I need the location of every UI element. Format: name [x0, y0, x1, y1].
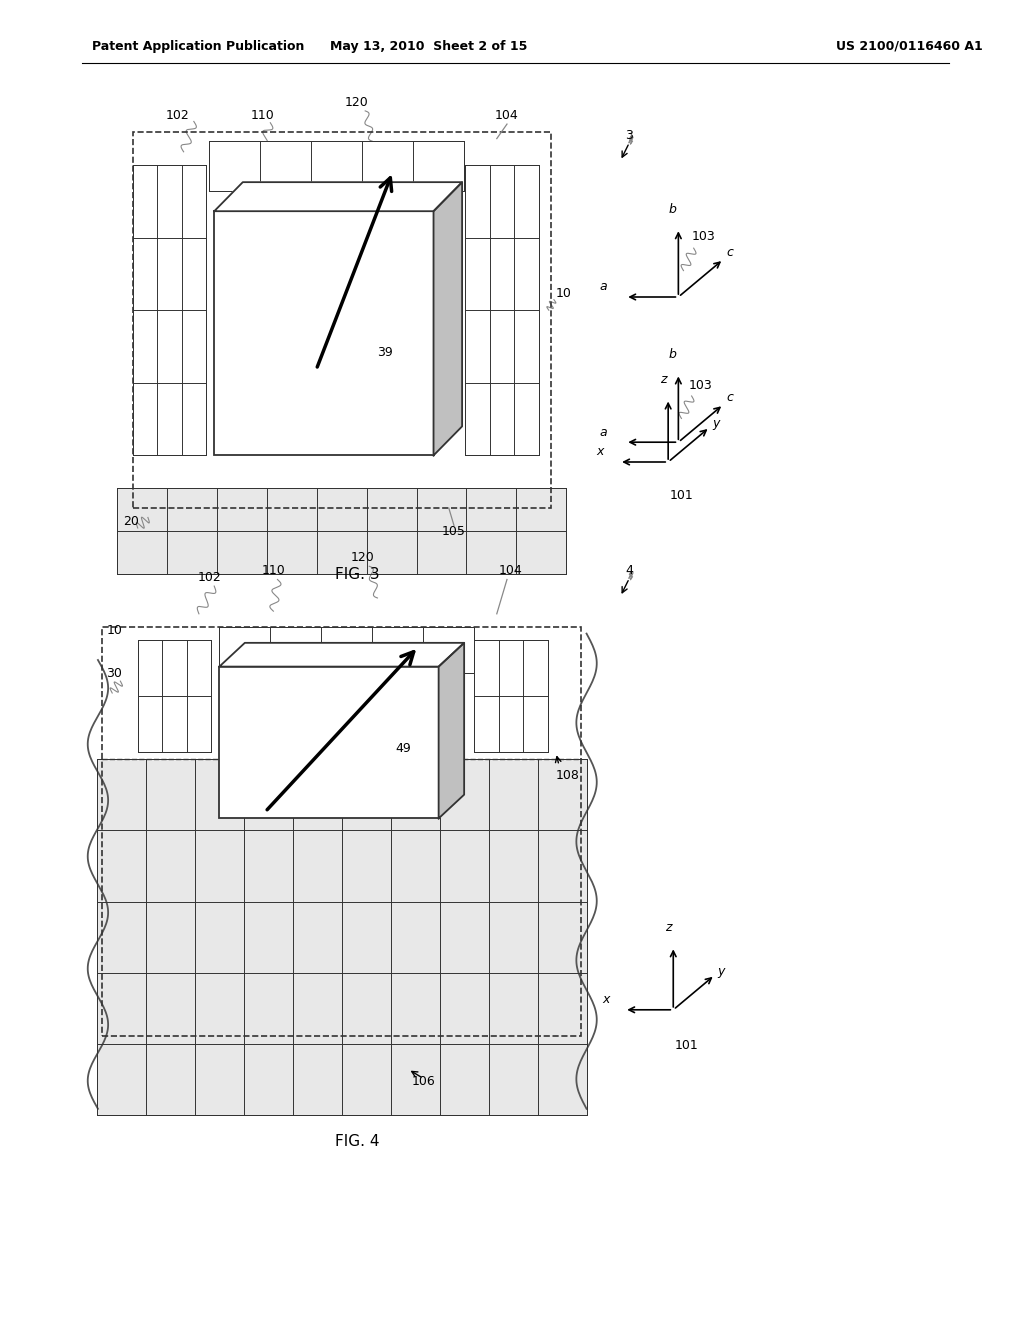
Text: 30: 30 — [106, 667, 122, 680]
Polygon shape — [219, 643, 464, 667]
Bar — [465, 165, 539, 455]
Text: 105: 105 — [442, 524, 466, 537]
Text: 10: 10 — [556, 286, 571, 300]
Text: 3: 3 — [626, 128, 633, 141]
Text: a: a — [600, 425, 607, 438]
Text: 101: 101 — [675, 1039, 698, 1052]
Polygon shape — [214, 182, 462, 211]
Text: FIG. 4: FIG. 4 — [335, 1134, 379, 1150]
Bar — [214, 211, 433, 455]
Text: c: c — [726, 246, 733, 259]
Text: y: y — [713, 417, 720, 430]
Polygon shape — [433, 182, 462, 455]
Text: 110: 110 — [250, 108, 274, 121]
Text: z: z — [660, 372, 667, 385]
Bar — [133, 165, 206, 455]
Text: 4: 4 — [626, 564, 633, 577]
Text: y: y — [718, 965, 725, 978]
Bar — [118, 488, 566, 574]
Bar — [219, 667, 438, 818]
Bar — [102, 627, 582, 1036]
Bar — [137, 640, 211, 752]
Polygon shape — [438, 643, 464, 818]
Text: FIG. 3: FIG. 3 — [335, 566, 379, 582]
Text: Patent Application Publication: Patent Application Publication — [92, 40, 304, 53]
Text: 120: 120 — [350, 550, 374, 564]
Text: 20: 20 — [123, 515, 138, 528]
Bar — [133, 132, 551, 508]
Text: c: c — [726, 391, 733, 404]
Bar — [97, 759, 587, 1115]
Text: 102: 102 — [166, 108, 189, 121]
Text: 101: 101 — [670, 488, 693, 502]
Text: 104: 104 — [496, 108, 519, 121]
Text: 39: 39 — [378, 346, 393, 359]
Text: 104: 104 — [498, 564, 522, 577]
Text: 103: 103 — [689, 379, 713, 392]
Text: 103: 103 — [692, 230, 716, 243]
Text: 49: 49 — [396, 742, 412, 755]
Text: US 2100/0116460 A1: US 2100/0116460 A1 — [837, 40, 983, 53]
Text: 110: 110 — [261, 564, 286, 577]
Text: b: b — [669, 202, 676, 215]
Text: 10: 10 — [106, 623, 122, 636]
Text: May 13, 2010  Sheet 2 of 15: May 13, 2010 Sheet 2 of 15 — [330, 40, 527, 53]
Bar — [219, 627, 474, 673]
Text: 108: 108 — [556, 768, 580, 781]
Text: x: x — [602, 993, 609, 1006]
Text: 106: 106 — [412, 1074, 435, 1088]
Text: 120: 120 — [345, 95, 369, 108]
Text: x: x — [597, 445, 604, 458]
Text: a: a — [600, 280, 607, 293]
Text: b: b — [669, 347, 676, 360]
Bar — [209, 141, 464, 191]
Text: z: z — [666, 920, 672, 933]
Text: 102: 102 — [198, 570, 221, 583]
Bar — [474, 640, 548, 752]
